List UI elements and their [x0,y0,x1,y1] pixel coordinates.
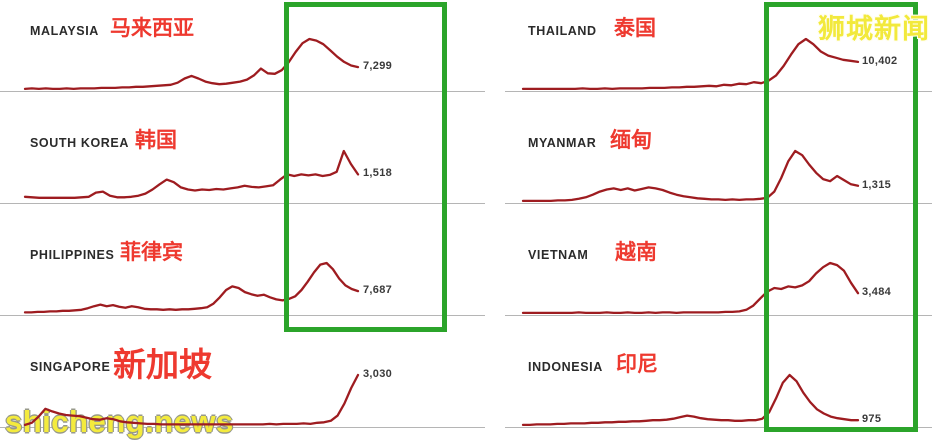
panel-malaysia: MALAYSIA 马来西亚 7,299 [0,0,466,112]
latest-value-label: 3,484 [862,286,892,298]
sparkline-philippines [23,261,360,314]
panel-south-korea: SOUTH KOREA 韩国 1,518 [0,112,466,224]
country-label: VIETNAM [528,248,589,262]
panel-baseline [505,91,932,92]
panel-vietnam: VIETNAM 越南 3,484 [466,224,932,336]
sparkline-malaysia [23,37,360,91]
highlight-box-left [284,2,447,332]
panel-baseline [505,315,932,316]
sparkline-singapore [23,373,360,427]
country-label: SOUTH KOREA [30,136,129,150]
latest-value-label: 7,687 [363,284,393,296]
panel-baseline [0,91,485,92]
country-label-chinese: 越南 [615,240,657,264]
country-label: THAILAND [528,24,597,38]
latest-value-label: 7,299 [363,60,393,72]
country-label: PHILIPPINES [30,248,115,262]
country-label-chinese: 缅甸 [610,128,652,152]
country-label-chinese: 印尼 [616,352,658,376]
panel-baseline [505,203,932,204]
sparkline-thailand [521,37,860,91]
panel-baseline [0,315,485,316]
country-label-chinese: 泰国 [614,16,656,40]
country-label: MALAYSIA [30,24,99,38]
sparkline-myanmar [521,149,860,203]
latest-value-label: 1,518 [363,167,393,179]
latest-value-label: 10,402 [862,55,898,67]
latest-value-label: 1,315 [862,179,892,191]
country-label-chinese: 韩国 [135,128,177,152]
panel-baseline [0,427,485,428]
panel-philippines: PHILIPPINES 菲律宾 7,687 [0,224,466,336]
latest-value-label: 3,030 [363,368,393,380]
latest-value-label: 975 [862,413,882,425]
highlight-box-right [764,2,918,432]
panel-thailand: THAILAND 泰国 10,402 [466,0,932,112]
panel-baseline [505,427,932,428]
sparkline-indonesia [521,373,860,427]
panel-indonesia: INDONESIA 印尼 975 [466,336,932,446]
sparkline-vietnam [521,261,860,315]
panel-baseline [0,203,485,204]
country-label: INDONESIA [528,360,603,374]
panel-singapore: SINGAPORE 新加坡 3,030 [0,336,466,446]
country-label: MYANMAR [528,136,597,150]
panel-myanmar: MYANMAR 缅甸 1,315 [466,112,932,224]
country-label-chinese: 菲律宾 [120,240,183,264]
country-label-chinese: 马来西亚 [110,16,194,40]
watermark-lion-city-news: 狮城新闻 [818,14,930,45]
country-label-chinese: 新加坡 [113,345,212,384]
sparkline-south-korea [23,149,360,199]
country-label: SINGAPORE [30,360,111,374]
